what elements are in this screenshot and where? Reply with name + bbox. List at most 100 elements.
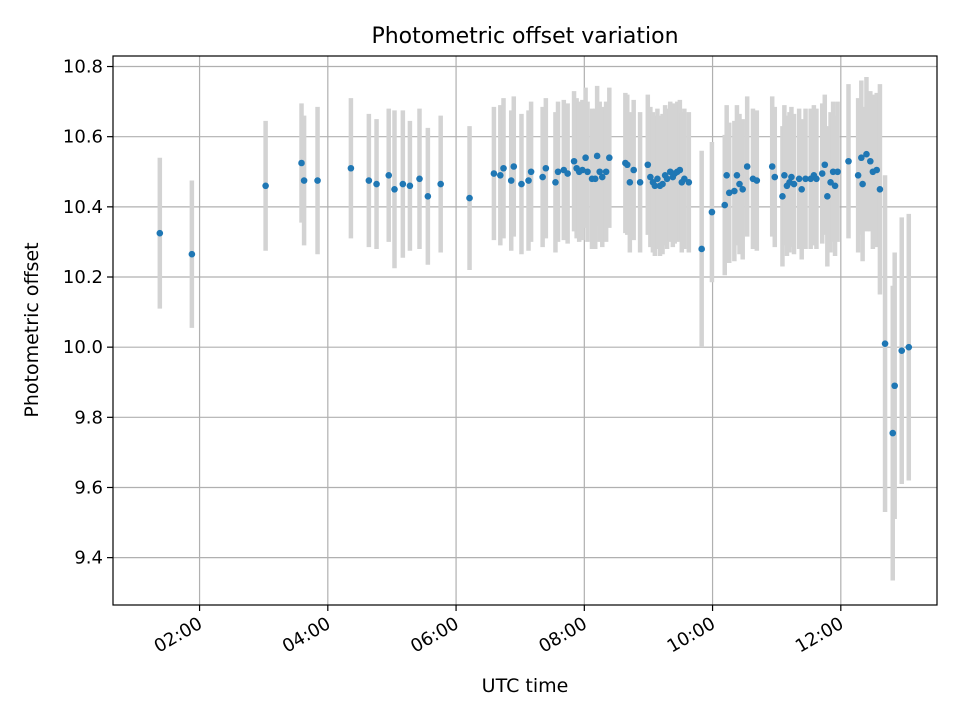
data-point	[873, 166, 881, 174]
data-point	[591, 175, 599, 183]
data-point	[579, 166, 586, 174]
data-point	[876, 186, 884, 193]
data-point	[725, 189, 733, 197]
data-point	[827, 178, 834, 186]
data-point	[300, 177, 308, 184]
data-point	[881, 340, 889, 347]
data-point	[676, 166, 684, 174]
data-point	[593, 152, 601, 160]
data-point	[802, 175, 809, 183]
data-point	[863, 150, 870, 158]
data-point	[510, 163, 518, 170]
y-tick-label: 10.2	[63, 267, 103, 288]
y-tick-label: 10.0	[63, 337, 103, 358]
data-point	[542, 164, 550, 172]
data-point	[854, 171, 862, 179]
data-point	[298, 159, 305, 167]
data-point	[644, 161, 652, 169]
data-point	[753, 177, 761, 184]
data-point	[771, 173, 779, 181]
data-point	[416, 175, 423, 183]
data-point	[527, 168, 535, 176]
data-point	[818, 170, 826, 177]
data-point	[373, 180, 380, 188]
data-point	[365, 177, 373, 184]
data-point	[262, 182, 269, 190]
data-point	[898, 347, 906, 354]
data-point	[630, 166, 637, 174]
data-point	[790, 180, 798, 188]
data-point	[681, 175, 688, 183]
plot-frame	[112, 55, 938, 606]
data-point	[654, 175, 661, 183]
y-tick-label: 10.8	[63, 57, 103, 78]
data-point	[905, 343, 913, 351]
data-point	[564, 170, 571, 177]
data-point	[552, 178, 559, 186]
data-point	[743, 163, 751, 170]
data-point	[651, 182, 659, 190]
data-point	[813, 175, 820, 183]
data-point	[834, 168, 841, 176]
chart-title: Photometric offset variation	[371, 24, 678, 49]
data-point	[584, 168, 591, 176]
data-point	[518, 180, 525, 188]
data-point	[708, 208, 716, 216]
data-point	[156, 229, 164, 237]
data-point	[733, 171, 741, 179]
grid	[113, 56, 937, 605]
data-point	[798, 186, 805, 193]
data-point	[399, 180, 407, 188]
data-point	[891, 382, 898, 390]
data-point	[723, 171, 730, 179]
x-axis-label: UTC time	[482, 675, 569, 697]
data-point	[824, 193, 831, 200]
data-point	[347, 164, 355, 172]
data-point	[570, 157, 578, 165]
data-point	[598, 173, 606, 181]
data-point	[731, 187, 738, 195]
data-point	[391, 186, 398, 193]
data-point	[539, 173, 546, 181]
data-point	[507, 177, 515, 184]
data-point	[525, 177, 532, 184]
data-point	[490, 170, 498, 177]
data-point	[554, 168, 562, 176]
y-tick-label: 9.6	[74, 477, 103, 498]
data-point	[582, 154, 589, 162]
data-point	[636, 178, 644, 186]
data-point	[867, 157, 874, 165]
data-point	[647, 173, 654, 181]
data-point	[602, 168, 610, 176]
data-point	[768, 163, 776, 170]
y-axis-label: Photometric offset	[21, 242, 43, 417]
data-point	[795, 175, 803, 183]
data-point	[314, 177, 321, 184]
data-point	[736, 180, 743, 188]
data-point	[779, 193, 786, 200]
y-tick-label: 9.4	[74, 548, 103, 569]
data-point	[626, 178, 634, 186]
data-point	[781, 171, 788, 179]
data-point	[845, 157, 852, 165]
data-point	[821, 161, 829, 169]
data-point	[721, 201, 729, 209]
data-point	[831, 182, 839, 190]
data-point	[406, 182, 414, 190]
data-point	[698, 245, 705, 253]
data-point	[858, 154, 865, 162]
data-point	[385, 171, 393, 179]
data-point	[889, 429, 897, 437]
data-points	[156, 150, 913, 437]
data-point	[466, 194, 473, 202]
y-tick-label: 9.8	[74, 407, 103, 428]
data-point	[739, 186, 747, 193]
data-point	[606, 154, 613, 162]
data-point	[188, 250, 196, 258]
y-tick-label: 10.4	[63, 197, 103, 218]
data-point	[659, 180, 666, 188]
data-point	[685, 178, 693, 186]
y-axis-ticks: 9.4 9.6 9.8 10.0 10.2 10.4 10.6 10.8	[63, 57, 113, 569]
